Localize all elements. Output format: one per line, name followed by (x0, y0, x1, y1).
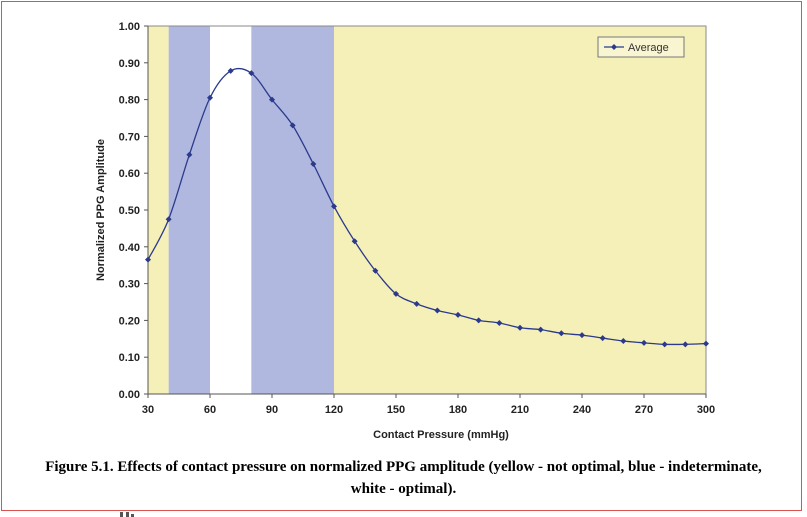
band-blue-3 (251, 26, 334, 394)
data-point-average (475, 317, 482, 324)
data-point-average (248, 70, 255, 77)
legend-marker-average (611, 44, 617, 50)
y-tick-label: 0.60 (119, 168, 140, 180)
y-tick-label: 0.30 (119, 279, 140, 291)
band-yellow-4 (334, 26, 706, 394)
band-yellow-0 (148, 26, 169, 394)
data-point-average (496, 319, 503, 326)
data-point-average (165, 216, 172, 223)
data-point-average (641, 339, 647, 346)
data-point-average (703, 340, 709, 347)
data-point-average (682, 341, 689, 348)
data-point-average (351, 238, 358, 245)
y-tick-label: 0.80 (119, 95, 140, 107)
band-white-2 (210, 26, 252, 394)
x-axis-title: Contact Pressure (mmHg) (373, 429, 509, 441)
y-tick-label: 0.90 (119, 58, 140, 70)
x-tick-label: 120 (325, 404, 343, 416)
y-tick-label: 0.70 (119, 131, 140, 143)
figure-caption: Figure 5.1. Effects of contact pressure … (45, 459, 762, 497)
x-tick-label: 150 (387, 404, 405, 416)
y-tick-label: 0.00 (119, 389, 140, 401)
data-point-average (413, 300, 420, 307)
data-point-average (558, 330, 565, 337)
data-point-average (331, 203, 337, 210)
band-blue-1 (168, 26, 210, 394)
x-tick-label: 90 (266, 404, 278, 416)
cropped-text-fragment (118, 510, 148, 517)
x-tick-label: 210 (511, 404, 529, 416)
data-point-average (393, 290, 399, 297)
data-point-average (579, 332, 585, 339)
series-line-average (147, 67, 707, 346)
y-tick-label: 1.00 (119, 21, 140, 33)
data-point-average (620, 338, 627, 345)
data-point-average (207, 94, 213, 101)
y-tick-label: 0.50 (119, 205, 140, 217)
data-point-average (599, 335, 606, 342)
data-point-average (661, 341, 668, 348)
data-point-average (227, 67, 234, 74)
data-point-average (186, 151, 193, 158)
x-tick-label: 60 (204, 404, 216, 416)
data-point-average (517, 324, 523, 331)
x-tick-label: 270 (635, 404, 653, 416)
y-tick-label: 0.40 (119, 242, 140, 254)
data-point-average (537, 326, 544, 333)
data-point-average (289, 122, 296, 129)
data-point-average (455, 311, 461, 318)
data-point-average (310, 161, 317, 167)
y-tick-label: 0.10 (119, 352, 140, 364)
data-point-average (372, 267, 379, 274)
data-point-average (269, 96, 275, 103)
x-tick-label: 180 (449, 404, 467, 416)
x-tick-label: 300 (697, 404, 715, 416)
legend-box (597, 36, 685, 58)
y-axis-title: Normalized PPG Amplitude (95, 139, 107, 281)
legend-label-average: Average (628, 42, 669, 54)
x-tick-label: 240 (573, 404, 591, 416)
data-point-average (434, 307, 441, 314)
data-point-average (145, 256, 151, 263)
y-tick-label: 0.20 (119, 315, 140, 327)
x-tick-label: 30 (142, 404, 154, 416)
